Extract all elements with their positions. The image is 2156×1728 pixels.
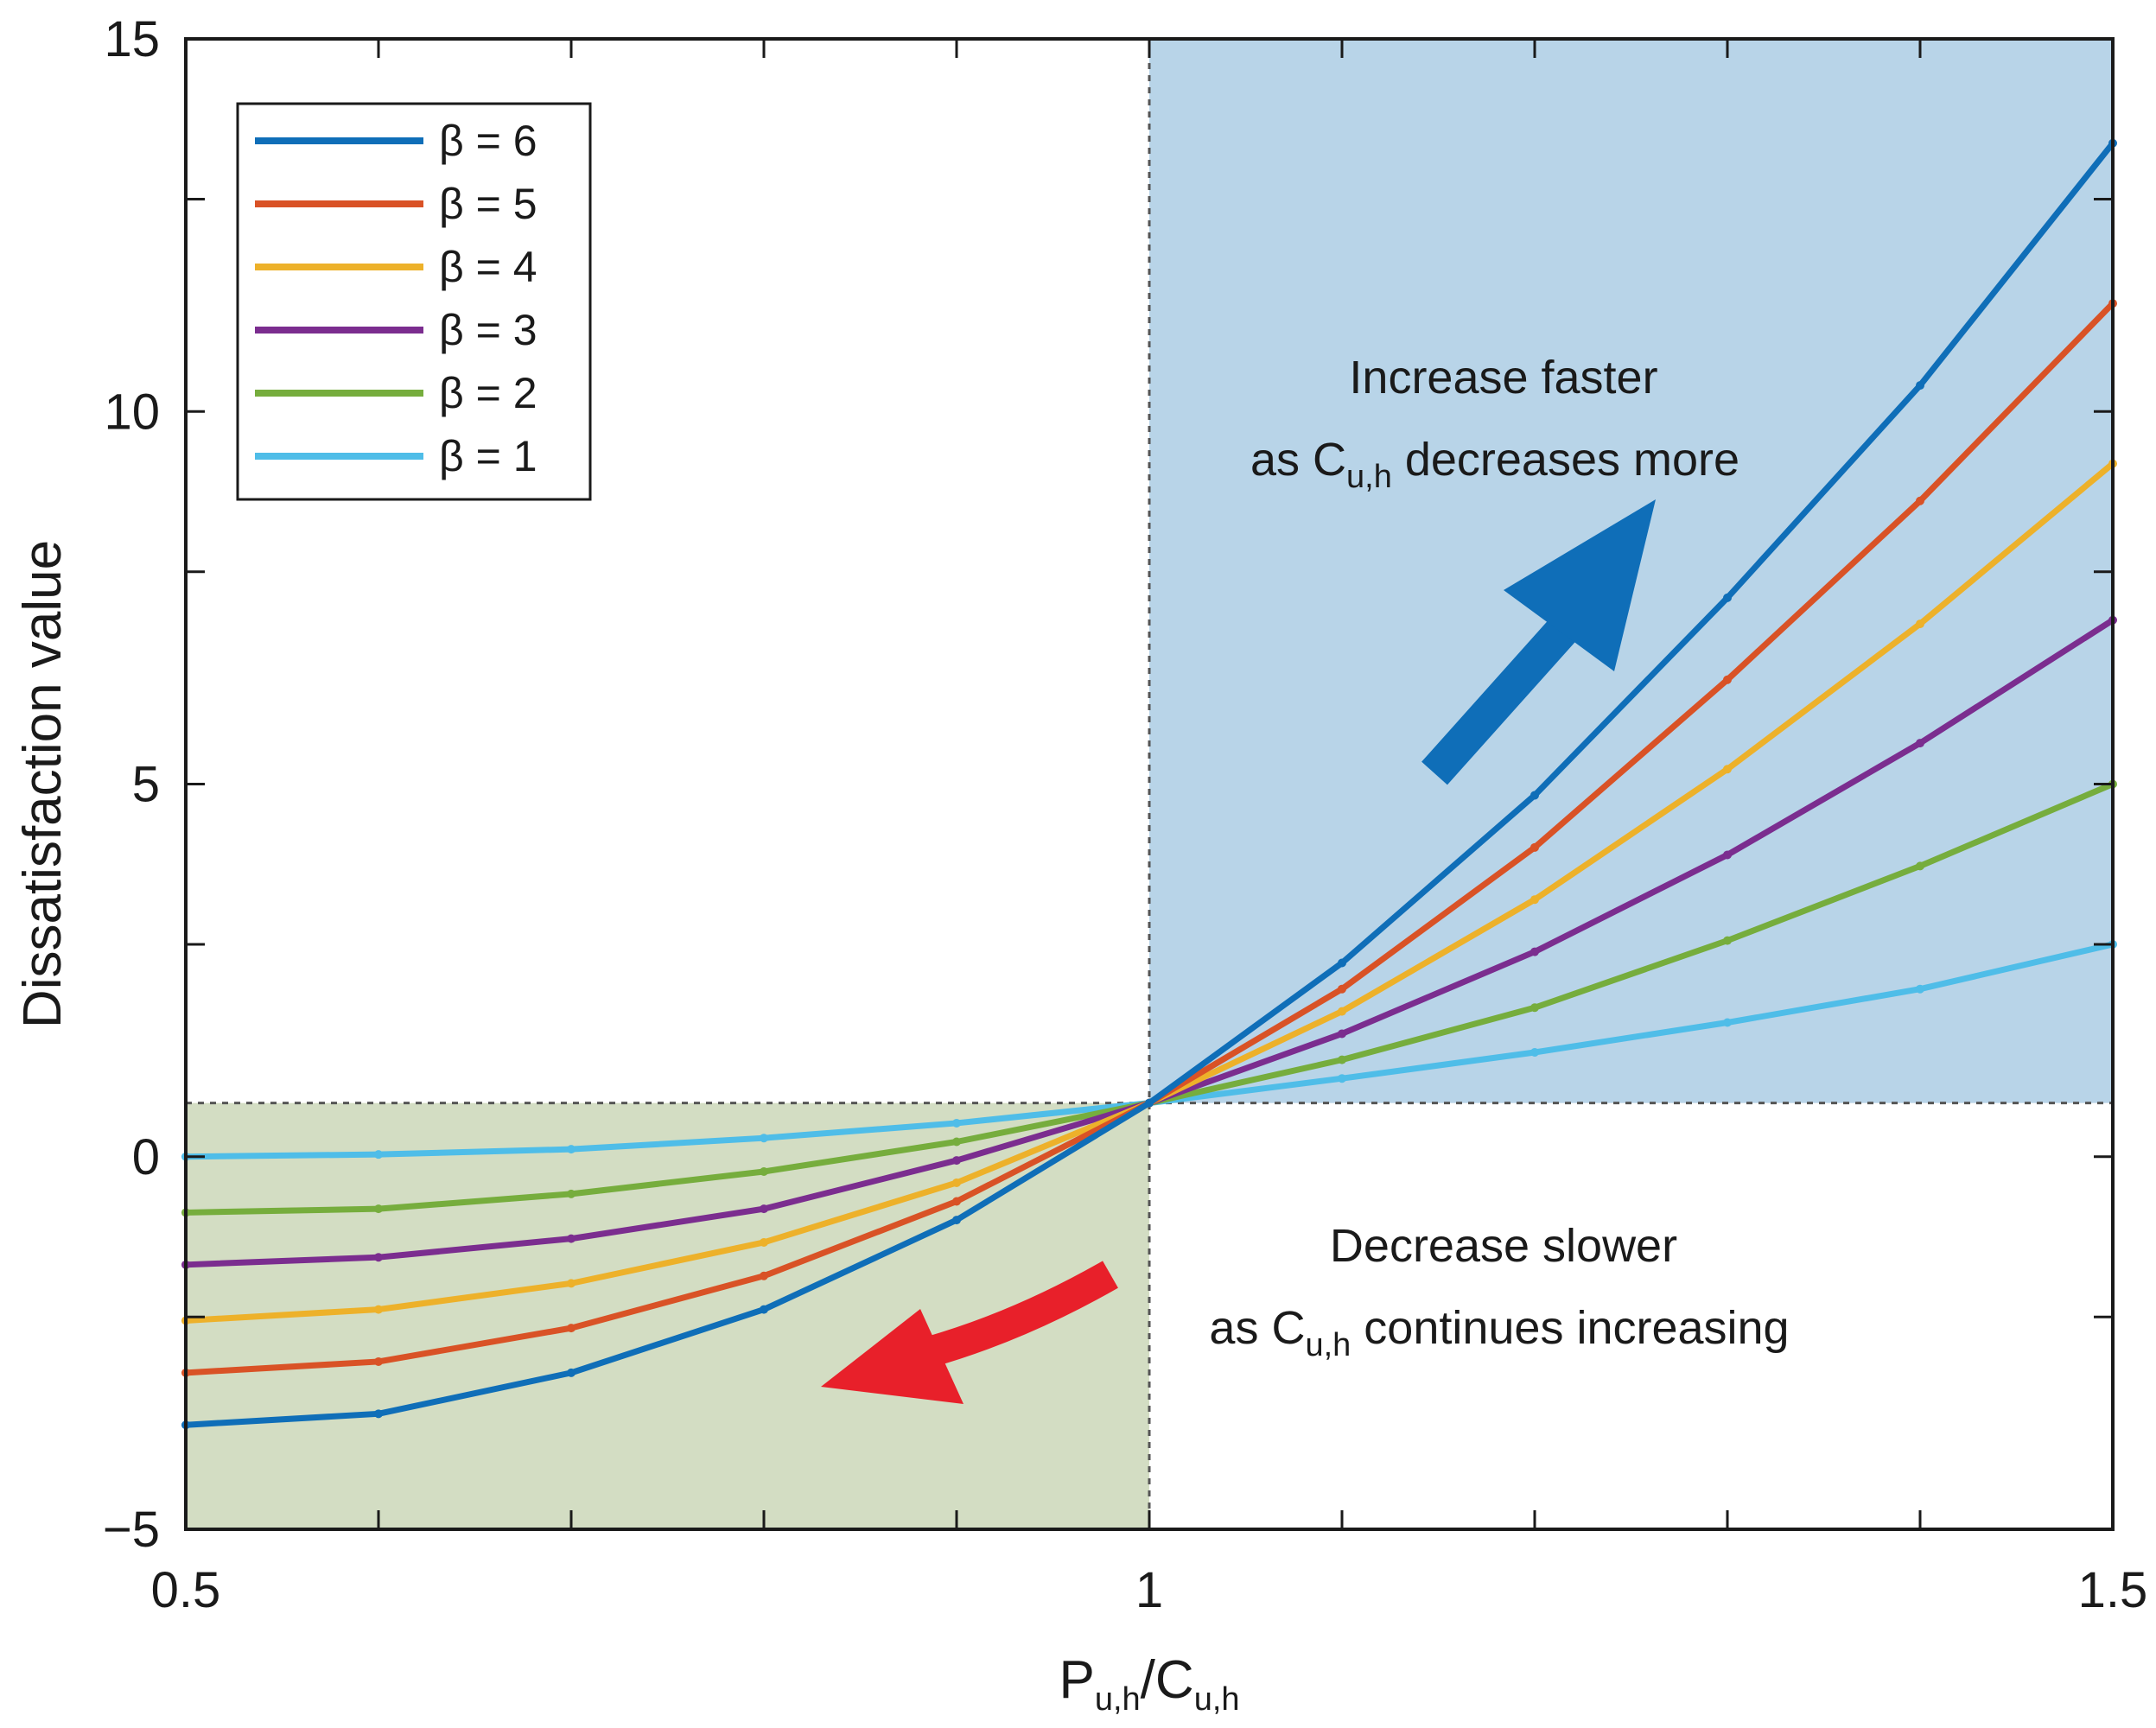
data-point	[760, 1237, 768, 1247]
data-point	[1530, 895, 1539, 905]
data-point	[1338, 958, 1346, 968]
data-point	[374, 1253, 383, 1262]
legend-label: β = 4	[439, 243, 537, 291]
annotation-upper-line2: as Cu,h decreases more	[1250, 434, 1739, 495]
data-point	[1723, 1018, 1732, 1027]
data-point	[1338, 1029, 1346, 1039]
annotation-part: decreases more	[1392, 434, 1739, 486]
annotation-part: continues increasing	[1351, 1302, 1789, 1354]
data-point	[567, 1368, 576, 1377]
data-point	[567, 1279, 576, 1288]
x-tick-label: 1	[1135, 1562, 1163, 1618]
y-tick-label: 15	[104, 11, 160, 67]
x-tick-label: 1.5	[2078, 1562, 2148, 1618]
data-point	[1338, 984, 1346, 994]
data-point	[1916, 381, 1924, 391]
increase-arrow-head	[1504, 499, 1656, 671]
y-axis-label: Dissatisfaction value	[13, 540, 73, 1028]
data-point	[952, 1137, 961, 1147]
data-point	[567, 1234, 576, 1243]
data-point	[567, 1145, 576, 1154]
data-point	[567, 1324, 576, 1333]
annotation-lower-line2: as Cu,h continues increasing	[1209, 1302, 1789, 1363]
data-point	[1916, 984, 1924, 994]
annotation-upper-line1: Increase faster	[1349, 352, 1657, 403]
annotation-lower-line1: Decrease slower	[1330, 1220, 1677, 1272]
ticks: −5 0 5 10 15 0.5 1 1.5 Dissatisfaction value Pu,h…	[13, 11, 2147, 1718]
annotation-part: as C	[1250, 434, 1346, 486]
data-point	[374, 1409, 383, 1419]
data-point	[1723, 936, 1732, 945]
decrease-arrow-head	[821, 1309, 964, 1404]
y-tick-label: 0	[132, 1129, 160, 1185]
y-tick-label: 5	[132, 757, 160, 813]
data-point	[1723, 850, 1732, 860]
data-point	[1530, 947, 1539, 956]
x-axis-label-subscript: u,h	[1095, 1681, 1141, 1718]
legend-label: β = 2	[439, 369, 537, 417]
data-point	[1530, 1048, 1539, 1057]
legend-label: β = 5	[439, 180, 537, 228]
data-point	[374, 1204, 383, 1214]
increase-arrow-shaft	[1421, 597, 1594, 785]
y-tick-label: 10	[104, 384, 160, 440]
data-point	[567, 1189, 576, 1198]
data-point	[1916, 861, 1924, 871]
data-point	[760, 1204, 768, 1214]
x-tick-label: 0.5	[151, 1562, 221, 1618]
legend-label: β = 6	[439, 117, 537, 165]
data-point	[1916, 739, 1924, 748]
data-point	[1530, 791, 1539, 800]
annotation-part: as C	[1209, 1302, 1305, 1354]
legend-label: β = 3	[439, 306, 537, 354]
data-point	[1723, 765, 1732, 774]
data-point	[374, 1150, 383, 1159]
legend-box	[236, 102, 592, 501]
x-axis-label-part: /	[1141, 1650, 1156, 1710]
data-point	[760, 1271, 768, 1280]
data-point	[952, 1216, 961, 1225]
arrows	[821, 499, 1656, 1404]
data-point	[760, 1305, 768, 1314]
x-axis-label-part: C	[1155, 1650, 1194, 1710]
data-point	[952, 1156, 961, 1166]
data-point	[374, 1305, 383, 1314]
data-point	[1145, 1098, 1154, 1108]
data-point	[760, 1167, 768, 1176]
data-point	[1916, 496, 1924, 505]
data-point	[1723, 593, 1732, 602]
x-axis-label: Pu,h/Cu,h	[1059, 1650, 1239, 1718]
data-point	[952, 1178, 961, 1187]
data-point	[1916, 619, 1924, 629]
annotation-subscript: u,h	[1305, 1327, 1351, 1363]
data-point	[952, 1118, 961, 1128]
y-tick-label: −5	[103, 1502, 160, 1558]
data-point	[1530, 1003, 1539, 1013]
data-point	[760, 1134, 768, 1143]
data-point	[1338, 1074, 1346, 1083]
data-point	[374, 1356, 383, 1366]
data-point	[1530, 842, 1539, 852]
legend-label: β = 1	[439, 432, 537, 480]
legend: β = 6 β = 5 β = 4 β = 3 β = 2 β = 1	[236, 102, 592, 501]
data-point	[1338, 1055, 1346, 1064]
data-point	[952, 1197, 961, 1206]
decrease-arrow-shaft	[925, 1261, 1118, 1368]
data-point	[1723, 675, 1732, 684]
x-axis-label-part: P	[1059, 1650, 1094, 1710]
x-axis-label-subscript: u,h	[1194, 1681, 1240, 1718]
annotation-subscript: u,h	[1346, 459, 1392, 495]
series-lines	[181, 138, 2117, 1430]
data-point	[1338, 1007, 1346, 1016]
